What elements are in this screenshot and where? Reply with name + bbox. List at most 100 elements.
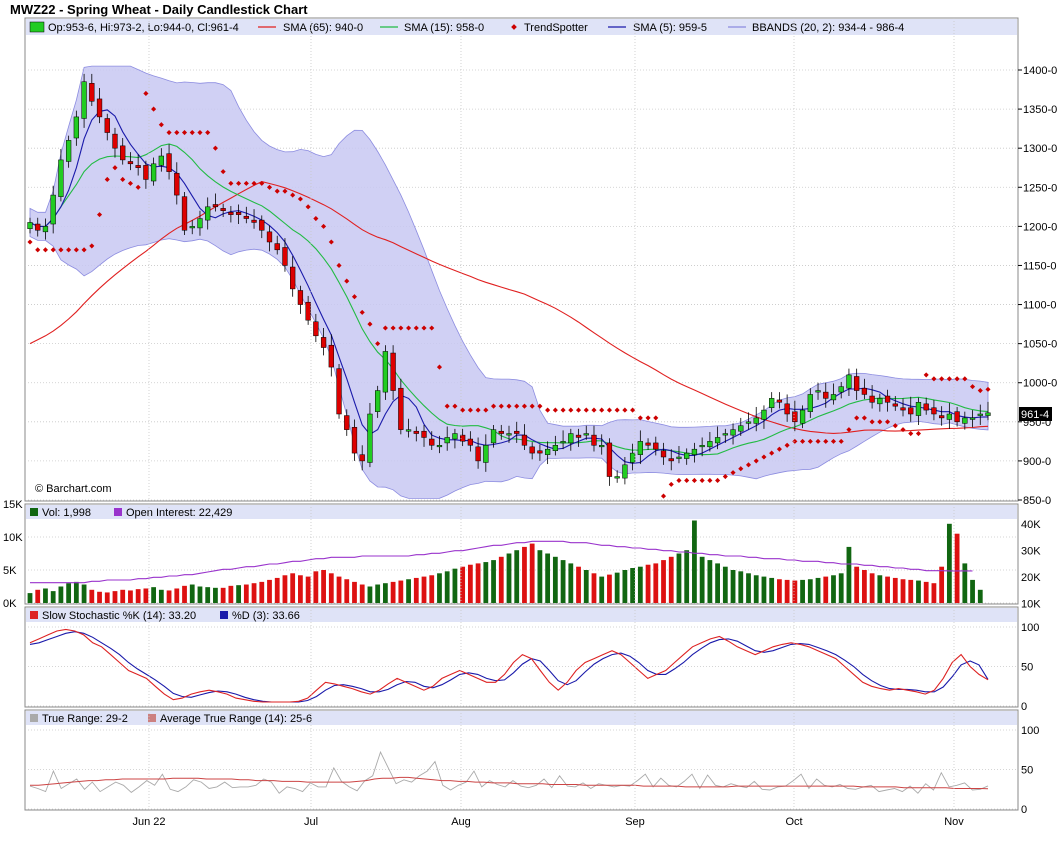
- trendspotter-dot: [908, 430, 914, 437]
- volume-bar: [243, 584, 249, 603]
- candle-body: [27, 222, 33, 229]
- volume-bar: [637, 566, 643, 603]
- volume-bar: [27, 593, 33, 603]
- volume-bar: [151, 587, 157, 603]
- volume-bar: [699, 556, 705, 603]
- volume-bar: [869, 573, 875, 603]
- volume-bar: [831, 575, 836, 603]
- volume-bar: [560, 560, 566, 603]
- tr-legend-icon: [30, 714, 38, 722]
- volume-bar: [73, 581, 79, 603]
- trendspotter-dot: [869, 419, 875, 425]
- candle-body: [544, 448, 551, 455]
- bbands-legend-text: BBANDS (20, 2): 934-4 - 986-4: [752, 22, 904, 34]
- candle-body: [684, 452, 690, 459]
- volume-bars: [27, 520, 983, 603]
- trendspotter-dot: [660, 493, 667, 499]
- candle-body: [421, 430, 427, 438]
- trendspotter-dot: [715, 477, 721, 484]
- trendspotter-dot: [931, 376, 937, 382]
- atr-legend-icon: [148, 714, 156, 722]
- volume-bar: [398, 580, 404, 603]
- volume-bar: [529, 543, 535, 603]
- vol-legend-icon: [30, 508, 38, 516]
- stochastic-legend-bar: [26, 608, 1017, 622]
- bollinger-band-fill: [29, 65, 989, 499]
- volume-bar: [916, 580, 921, 603]
- candle-body: [58, 159, 64, 197]
- volume-bar: [522, 546, 527, 603]
- candle-body: [174, 172, 180, 196]
- volume-bar: [792, 580, 798, 603]
- x-tick-label: Aug: [451, 816, 471, 828]
- candle-body: [251, 219, 257, 223]
- tr-tick-label: 0: [1021, 804, 1027, 816]
- candle-body: [799, 409, 806, 424]
- volume-bar: [174, 588, 180, 603]
- candle-body: [297, 290, 304, 305]
- volume-legend-bar: [26, 505, 1017, 519]
- trendspotter-dot: [236, 180, 242, 186]
- trendspotter-dot: [923, 372, 929, 378]
- candle-body: [405, 429, 412, 432]
- volume-bar: [514, 550, 520, 603]
- candle-body: [104, 118, 110, 133]
- candle-body: [730, 429, 736, 436]
- trendspotter-dot: [815, 438, 821, 444]
- volume-bar: [939, 566, 945, 603]
- volume-bar: [259, 581, 265, 603]
- candle-body: [120, 145, 126, 161]
- last-price-badge: [1019, 407, 1052, 421]
- candle-body: [614, 476, 620, 479]
- volume-bar: [977, 589, 983, 603]
- candle-body: [189, 226, 195, 229]
- candle-body: [714, 437, 721, 444]
- candle-body: [150, 163, 157, 182]
- volume-bar: [413, 577, 419, 603]
- trendspotter-dot: [769, 450, 775, 456]
- volume-bar: [236, 585, 241, 603]
- volume-bar: [437, 573, 442, 603]
- volume-bar: [630, 568, 636, 603]
- trendspotter-dot: [970, 384, 976, 390]
- trendspotter-dot: [483, 407, 489, 413]
- candle-body: [560, 441, 566, 444]
- ohlc-legend-text: Op:953-6, Hi:973-2, Lo:944-0, Cl:961-4: [48, 22, 239, 34]
- volume-right-tick-label: 10K: [1021, 599, 1041, 611]
- candle-body: [344, 415, 350, 430]
- candle-body: [181, 196, 188, 231]
- trendspotter-dot: [104, 176, 110, 183]
- candle-body: [575, 434, 582, 438]
- candle-body: [900, 407, 906, 411]
- trendspotter-dot: [606, 407, 612, 413]
- trendspotter-dot: [189, 129, 195, 136]
- volume-bar: [730, 570, 736, 603]
- trendspotter-dot: [297, 196, 303, 202]
- trendspotter-dot: [251, 180, 257, 186]
- trendspotter-dot: [722, 473, 728, 480]
- volume-bar: [746, 573, 751, 603]
- volume-bar: [274, 577, 280, 603]
- price-tick-label: 1350-0: [1023, 104, 1057, 116]
- price-tick-label: 1050-0: [1023, 339, 1057, 351]
- volume-bar: [182, 585, 187, 603]
- volume-bar: [931, 583, 937, 603]
- volume-bar: [390, 581, 396, 603]
- price-tick-label: 1200-0: [1023, 221, 1057, 233]
- trendspotter-dot: [413, 325, 419, 331]
- volume-bar: [267, 579, 272, 603]
- volume-bar: [321, 570, 326, 603]
- trendspotter-dot: [181, 129, 188, 136]
- volume-bar: [213, 587, 218, 603]
- candle-body: [568, 433, 574, 444]
- candle-body: [135, 165, 141, 168]
- trendspotter-legend-text: TrendSpotter: [524, 22, 588, 34]
- volume-bar: [97, 591, 102, 603]
- tr-tick-label: 50: [1021, 765, 1033, 777]
- trendspotter-dot: [506, 403, 512, 409]
- true-range-grid: [25, 729, 1018, 810]
- trendspotter-dot: [120, 176, 126, 183]
- trendspotter-dot: [406, 325, 412, 331]
- candle-body: [939, 415, 945, 419]
